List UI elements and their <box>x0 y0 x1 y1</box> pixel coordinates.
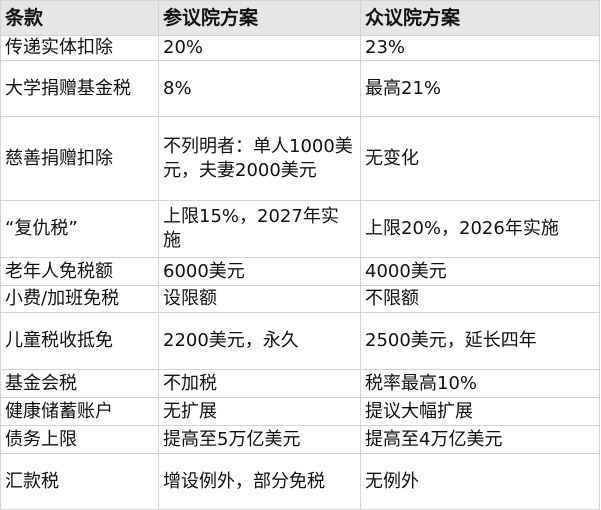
cell-clause: 老年人免税额 <box>0 257 159 286</box>
table-row: 汇款税 增设例外，部分免税 无例外 <box>0 453 600 510</box>
cell-senate: 6000美元 <box>158 257 361 286</box>
cell-clause: 债务上限 <box>0 425 159 454</box>
cell-house: 提高至4万亿美元 <box>360 425 600 454</box>
table-row: 小费/加班免税 设限额 不限额 <box>0 285 600 313</box>
cell-house: 税率最高10% <box>360 369 600 398</box>
cell-house: 无例外 <box>360 453 600 510</box>
cell-clause: 儿童税收抵免 <box>0 312 159 370</box>
cell-house: 无变化 <box>360 116 600 201</box>
table-row: “复仇税” 上限15%，2027年实施 上限20%，2026年实施 <box>0 200 600 258</box>
cell-clause: 小费/加班免税 <box>0 285 159 313</box>
cell-clause: 慈善捐赠扣除 <box>0 116 159 201</box>
cell-house: 2500美元，延长四年 <box>360 312 600 370</box>
cell-senate: 20% <box>158 35 361 61</box>
cell-clause: “复仇税” <box>0 200 159 258</box>
cell-house: 23% <box>360 35 600 61</box>
header-clause: 条款 <box>0 0 159 36</box>
header-house: 众议院方案 <box>360 0 600 36</box>
cell-clause: 基金会税 <box>0 369 159 398</box>
cell-house: 4000美元 <box>360 257 600 286</box>
cell-clause: 健康储蓄账户 <box>0 397 159 426</box>
cell-senate: 不加税 <box>158 369 361 398</box>
cell-clause: 传递实体扣除 <box>0 35 159 61</box>
header-row: 条款 参议院方案 众议院方案 <box>0 0 600 36</box>
cell-senate: 设限额 <box>158 285 361 313</box>
cell-senate: 提高至5万亿美元 <box>158 425 361 454</box>
cell-senate: 上限15%，2027年实施 <box>158 200 361 258</box>
header-senate: 参议院方案 <box>158 0 361 36</box>
table-row: 大学捐赠基金税 8% 最高21% <box>0 60 600 117</box>
table-row: 老年人免税额 6000美元 4000美元 <box>0 257 600 286</box>
table-row: 基金会税 不加税 税率最高10% <box>0 369 600 398</box>
cell-house: 提议大幅扩展 <box>360 397 600 426</box>
cell-senate: 不列明者：单人1000美元，夫妻2000美元 <box>158 116 361 201</box>
table-row: 传递实体扣除 20% 23% <box>0 35 600 61</box>
cell-house: 上限20%，2026年实施 <box>360 200 600 258</box>
cell-house: 最高21% <box>360 60 600 117</box>
table-row: 债务上限 提高至5万亿美元 提高至4万亿美元 <box>0 425 600 454</box>
cell-senate: 2200美元，永久 <box>158 312 361 370</box>
table-row: 健康储蓄账户 无扩展 提议大幅扩展 <box>0 397 600 426</box>
cell-clause: 汇款税 <box>0 453 159 510</box>
cell-clause: 大学捐赠基金税 <box>0 60 159 117</box>
table-row: 慈善捐赠扣除 不列明者：单人1000美元，夫妻2000美元 无变化 <box>0 116 600 201</box>
cell-senate: 无扩展 <box>158 397 361 426</box>
cell-senate: 增设例外，部分免税 <box>158 453 361 510</box>
cell-senate: 8% <box>158 60 361 117</box>
table-row: 儿童税收抵免 2200美元，永久 2500美元，延长四年 <box>0 312 600 370</box>
cell-house: 不限额 <box>360 285 600 313</box>
